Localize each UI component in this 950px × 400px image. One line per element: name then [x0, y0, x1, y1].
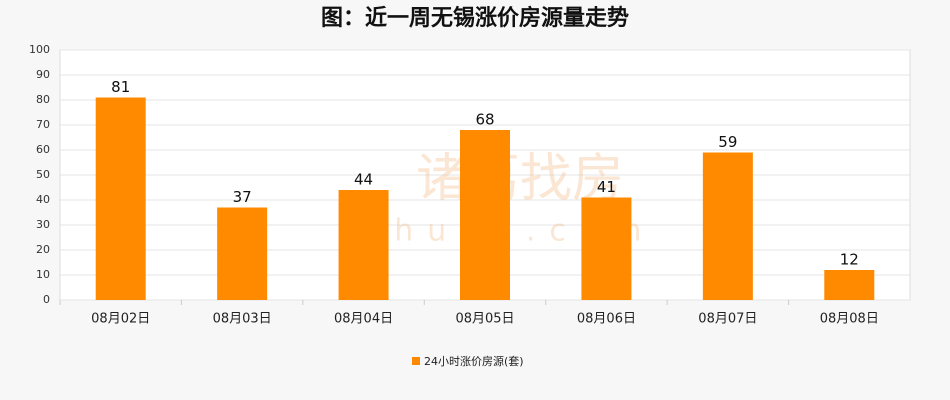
value-label: 68 [475, 111, 494, 129]
chart-title: 图：近一周无锡涨价房源量走势 [321, 5, 629, 31]
bar [824, 270, 875, 300]
x-tick-label: 08月06日 [577, 312, 636, 327]
legend-label: 24小时涨价房源(套) [424, 354, 524, 368]
value-label: 12 [840, 251, 859, 269]
bar [581, 197, 632, 300]
y-tick-label: 30 [36, 218, 50, 231]
bar [95, 97, 146, 300]
x-tick-label: 08月02日 [91, 312, 150, 327]
value-label: 37 [233, 188, 252, 206]
legend-swatch [412, 357, 420, 365]
y-tick-label: 90 [36, 68, 50, 81]
y-tick-label: 10 [36, 268, 50, 281]
x-tick-label: 08月04日 [334, 312, 393, 327]
value-label: 81 [111, 78, 130, 96]
bar [217, 207, 268, 300]
y-tick-label: 60 [36, 143, 50, 156]
y-tick-label: 20 [36, 243, 50, 256]
value-label: 41 [597, 178, 616, 196]
bar [702, 152, 753, 300]
y-tick-label: 50 [36, 168, 50, 181]
bar [460, 130, 510, 300]
value-label: 59 [718, 133, 737, 151]
x-tick-label: 08月08日 [820, 312, 879, 327]
value-label: 44 [354, 171, 373, 189]
x-tick-label: 08月03日 [213, 312, 272, 327]
y-tick-label: 0 [43, 293, 50, 306]
bar [338, 190, 389, 300]
y-tick-label: 80 [36, 93, 50, 106]
y-tick-label: 100 [29, 43, 50, 56]
x-tick-label: 08月05日 [455, 312, 514, 327]
x-tick-label: 08月07日 [698, 312, 757, 327]
y-tick-label: 70 [36, 118, 50, 131]
y-tick-label: 40 [36, 193, 50, 206]
